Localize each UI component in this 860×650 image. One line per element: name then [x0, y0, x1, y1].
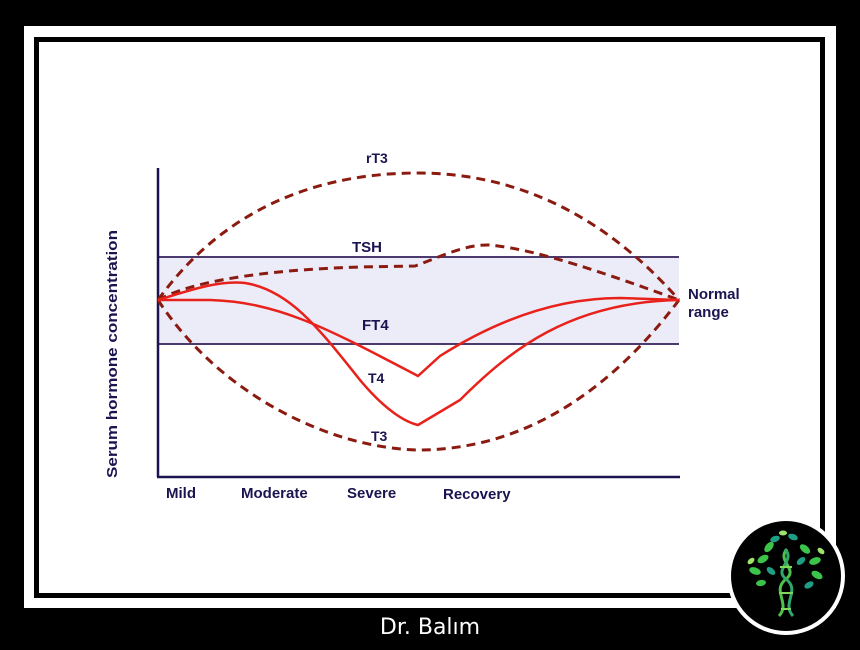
y-axis-label: Serum hormone concentration: [104, 230, 121, 478]
ft4-label: FT4: [362, 317, 389, 334]
tsh-label: TSH: [352, 239, 382, 256]
stage-label-severe: Severe: [347, 485, 396, 502]
stage-label-mild: Mild: [166, 485, 196, 502]
footer-credit: Dr. Balım: [379, 615, 481, 640]
normal-range-band: [158, 257, 679, 344]
t4-curve: [157, 281, 680, 427]
t4-label: T4: [368, 370, 385, 386]
ft4-curve: [158, 296, 680, 378]
tree-dna-icon: [727, 517, 845, 635]
normal-range-label-line1: Normal: [688, 286, 740, 303]
rt3-label: rT3: [366, 150, 388, 166]
t3-label: T3: [371, 428, 388, 444]
stage-label-moderate: Moderate: [241, 485, 308, 502]
t3-curve: [156, 299, 681, 452]
normal-range-label-line2: range: [688, 304, 729, 321]
stage-label-recovery: Recovery: [443, 486, 511, 503]
rt3-curve: [156, 171, 681, 301]
tsh-curve: [157, 243, 680, 302]
